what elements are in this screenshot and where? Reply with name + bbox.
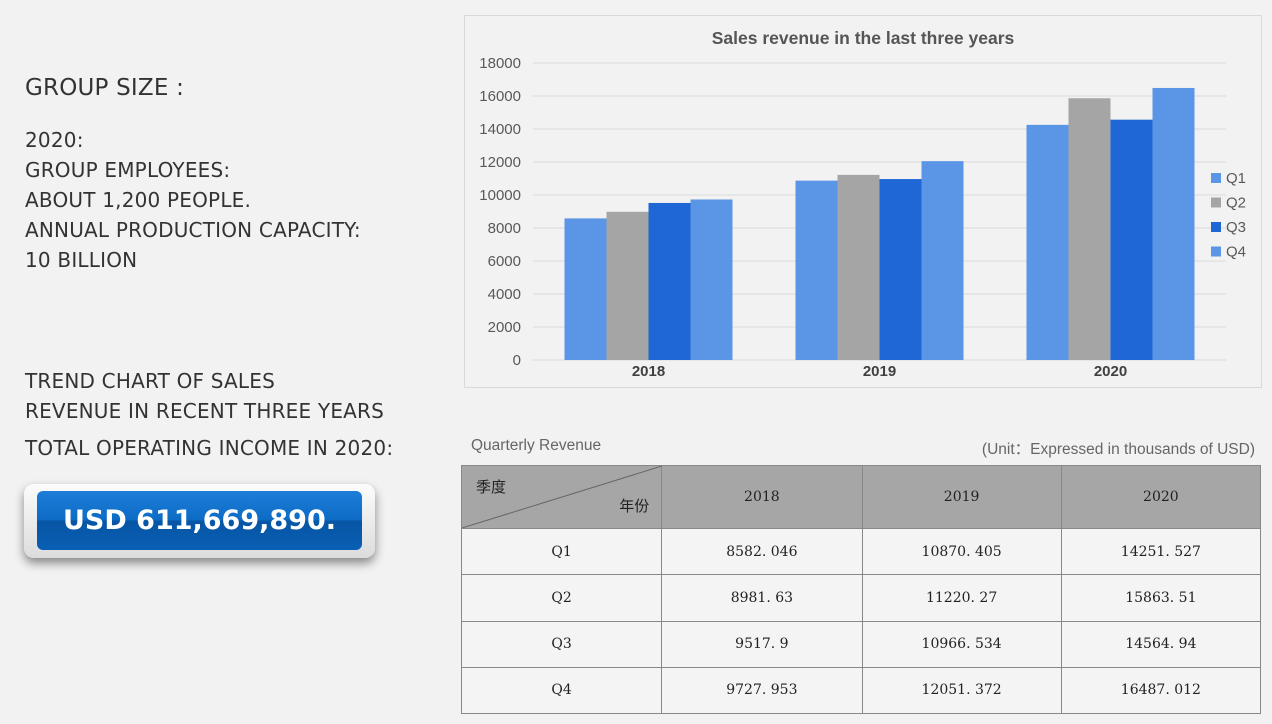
corner-diagonal	[462, 466, 662, 528]
y-tick-label: 14000	[479, 121, 521, 138]
bar	[879, 179, 922, 360]
x-tick-label: 2018	[632, 363, 665, 380]
row-label: Q2	[460, 574, 663, 622]
revenue-table: 季度 年份 2018 2019 2020 Q1 8582. 046 10870.…	[460, 464, 1262, 715]
group-size-title: GROUP SIZE :	[25, 75, 185, 101]
table-cell: 9727. 953	[661, 666, 863, 715]
group-info-line: GROUP EMPLOYEES:	[25, 158, 231, 182]
income-value: USD 611,669,890.	[37, 491, 362, 550]
table-row: Q4 9727. 953 12051. 372 16487. 012	[460, 666, 1262, 715]
y-tick-label: 8000	[488, 220, 521, 237]
table-cell: 8582. 046	[661, 528, 863, 576]
legend-label: Q4	[1226, 244, 1246, 261]
bar	[1152, 87, 1195, 361]
column-header: 2020	[1060, 464, 1262, 530]
table-cell: 10870. 405	[861, 528, 1062, 576]
column-header: 2018	[661, 464, 863, 530]
y-tick-label: 18000	[479, 55, 521, 72]
table-cell: 12051. 372	[861, 666, 1062, 715]
income-label: TOTAL OPERATING INCOME IN 2020:	[25, 436, 394, 460]
table-row: Q3 9517. 9 10966. 534 14564. 94	[460, 620, 1262, 668]
legend-swatch	[1211, 197, 1221, 208]
legend-label: Q2	[1226, 195, 1246, 212]
group-info-line: ABOUT 1,200 PEOPLE.	[25, 188, 252, 212]
legend-label: Q3	[1226, 219, 1246, 236]
group-info-line: ANNUAL PRODUCTION CAPACITY:	[25, 218, 361, 242]
table-caption: Quarterly Revenue	[471, 437, 602, 454]
y-tick-label: 12000	[479, 154, 521, 171]
legend-swatch	[1211, 173, 1221, 183]
corner-label-quarter: 季度	[476, 478, 507, 496]
corner-label-year: 年份	[619, 497, 650, 516]
table-cell: 15863. 51	[1060, 574, 1262, 622]
table-cell: 10966. 534	[861, 620, 1062, 668]
legend-swatch	[1211, 222, 1221, 232]
y-tick-label: 6000	[488, 253, 521, 270]
x-tick-label: 2019	[863, 363, 896, 380]
table-row: Q2 8981. 63 11220. 27 15863. 51	[460, 574, 1262, 622]
group-info: 2020: GROUP EMPLOYEES: ABOUT 1,200 PEOPL…	[25, 125, 361, 275]
y-tick-label: 0	[513, 352, 521, 369]
income-badge: USD 611,669,890.	[24, 484, 375, 558]
row-label: Q1	[460, 528, 663, 576]
table-row: Q1 8582. 046 10870. 405 14251. 527	[460, 528, 1262, 576]
bar	[606, 211, 649, 360]
revenue-chart: Sales revenue in the last three years 0 20…	[464, 15, 1262, 388]
table-cell: 16487. 012	[1060, 666, 1262, 715]
y-tick-label: 16000	[479, 88, 521, 105]
legend-swatch	[1211, 246, 1221, 257]
table-header-row: 季度 年份 2018 2019 2020	[460, 464, 1262, 530]
trend-title-line: REVENUE IN RECENT THREE YEARS	[25, 399, 385, 423]
bar	[690, 199, 733, 360]
table-cell: 11220. 27	[861, 574, 1062, 622]
column-header: 2019	[861, 464, 1062, 530]
group-info-line: 10 BILLION	[25, 248, 138, 272]
bar	[1026, 124, 1069, 360]
legend-label: Q1	[1226, 170, 1246, 187]
table-cell: 14564. 94	[1060, 620, 1262, 668]
bar	[795, 180, 838, 360]
row-label: Q4	[460, 666, 663, 715]
table-cell: 9517. 9	[661, 620, 863, 668]
trend-chart-title: TREND CHART OF SALES REVENUE IN RECENT T…	[25, 366, 384, 426]
row-label: Q3	[460, 620, 663, 668]
table-cell: 8981. 63	[661, 574, 863, 622]
bar	[837, 174, 880, 360]
chart-title: Sales revenue in the last three years	[712, 28, 1015, 48]
bar	[1110, 119, 1153, 360]
table-corner-header: 季度 年份	[460, 464, 663, 530]
bar	[921, 161, 964, 360]
bar	[1068, 98, 1111, 361]
group-info-line: 2020:	[25, 128, 84, 152]
bar	[648, 202, 691, 360]
bar	[564, 218, 607, 360]
trend-title-line: TREND CHART OF SALES	[25, 369, 275, 393]
table-cell: 14251. 527	[1060, 528, 1262, 576]
y-tick-label: 10000	[479, 187, 521, 204]
x-tick-label: 2020	[1094, 363, 1127, 380]
y-tick-label: 2000	[488, 319, 521, 336]
table-unit-note: (Unit：Expressed in thousands of USD)	[981, 441, 1255, 458]
y-tick-label: 4000	[488, 286, 521, 303]
revenue-chart-svg: Sales revenue in the last three years 0 20…	[479, 28, 1246, 380]
